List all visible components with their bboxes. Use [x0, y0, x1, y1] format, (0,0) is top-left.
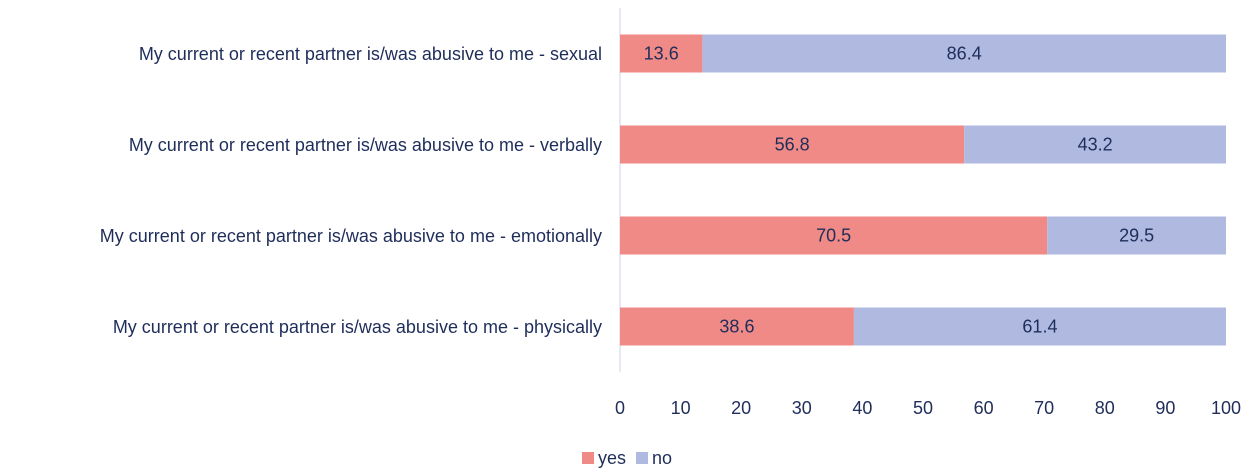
data-label: 13.6	[644, 43, 679, 63]
data-label: 43.2	[1078, 134, 1113, 154]
bar-segment	[620, 307, 854, 346]
data-label: 70.5	[816, 225, 851, 245]
legend-label: yes	[598, 448, 626, 468]
legend-swatch	[636, 452, 649, 464]
x-tick-label: 60	[974, 398, 994, 418]
data-label: 29.5	[1119, 225, 1154, 245]
x-tick-label: 70	[1034, 398, 1054, 418]
legend-swatch	[582, 452, 594, 464]
x-tick-label: 20	[731, 398, 751, 418]
x-tick-label: 30	[792, 398, 812, 418]
category-label: My current or recent partner is/was abus…	[128, 134, 602, 155]
bar-segment	[853, 307, 1226, 346]
x-tick-label: 0	[615, 398, 625, 418]
bar-segment	[964, 125, 1226, 164]
bar-segment	[620, 34, 703, 73]
x-tick-label: 10	[671, 398, 691, 418]
data-label: 61.4	[1022, 316, 1057, 336]
category-label: My current or recent partner is/was abus…	[112, 316, 602, 337]
legend-label: no	[652, 448, 672, 468]
x-tick-label: 40	[852, 398, 872, 418]
x-tick-label: 50	[913, 398, 933, 418]
bar-segment	[620, 125, 965, 164]
bar-segment	[1047, 216, 1226, 255]
x-tick-label: 80	[1095, 398, 1115, 418]
data-label: 38.6	[719, 316, 754, 336]
category-label: My current or recent partner is/was abus…	[138, 43, 602, 64]
bar-segment	[702, 34, 1226, 73]
x-tick-label: 90	[1155, 398, 1175, 418]
category-label: My current or recent partner is/was abus…	[99, 225, 602, 246]
bar-segment	[620, 216, 1048, 255]
x-tick-label: 100	[1211, 398, 1241, 418]
data-label: 86.4	[947, 43, 982, 63]
data-label: 56.8	[775, 134, 810, 154]
